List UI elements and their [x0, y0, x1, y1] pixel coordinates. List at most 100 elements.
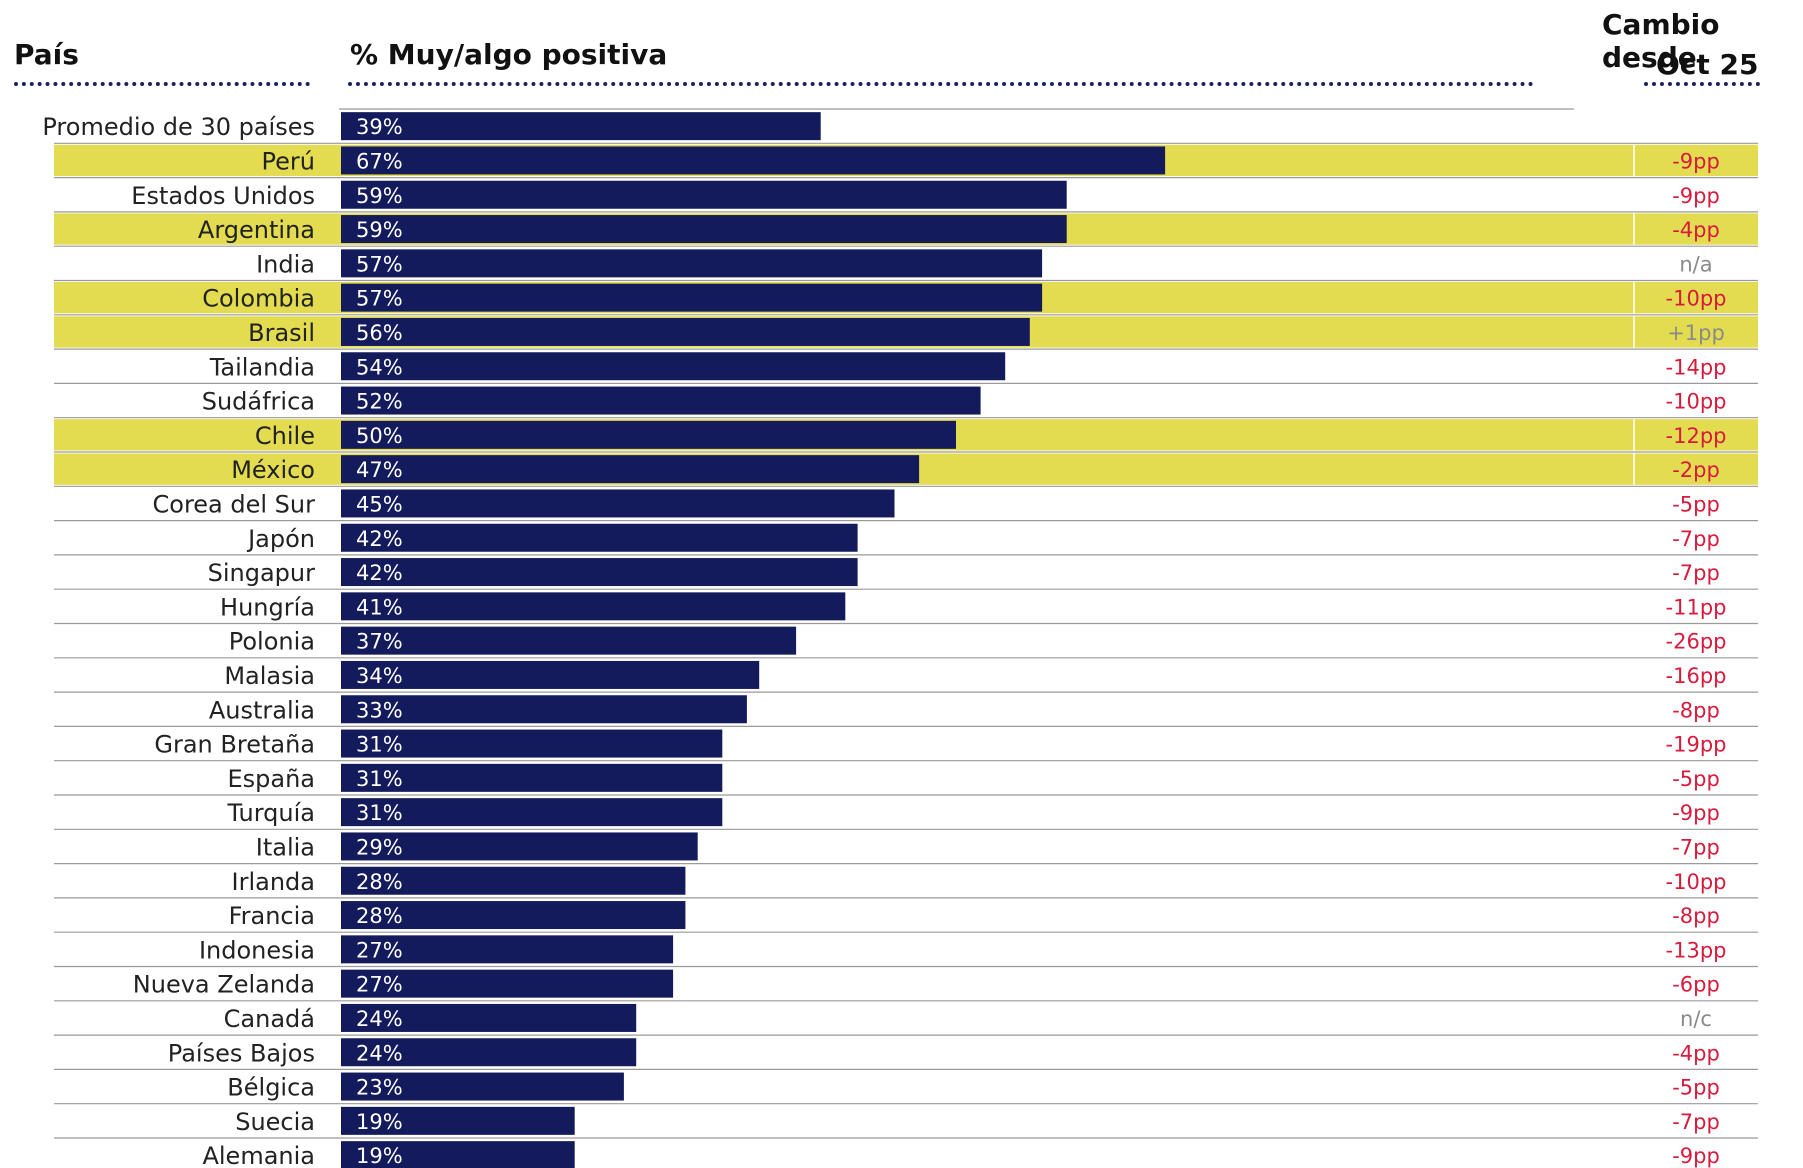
bar-value-label: 24% [356, 1007, 403, 1031]
bar [341, 1038, 637, 1067]
bar-value-label: 31% [356, 801, 403, 825]
bar-value-label: 39% [356, 115, 403, 139]
change-value: -7pp [1672, 835, 1720, 859]
value-column-header: % Muy/algo positiva [350, 38, 668, 71]
change-value: -10pp [1666, 870, 1727, 894]
bar [341, 317, 1030, 346]
bar [341, 283, 1043, 312]
bar-value-label: 34% [356, 664, 403, 688]
change-value: n/c [1680, 1007, 1712, 1031]
country-label: Argentina [198, 216, 315, 244]
bar [341, 1072, 624, 1101]
bar-value-label: 29% [356, 835, 403, 859]
bar-value-label: 23% [356, 1076, 403, 1100]
bar [341, 180, 1067, 209]
country-header-underline [14, 82, 310, 86]
bar-value-label: 52% [356, 390, 403, 414]
bar [341, 215, 1067, 244]
change-value: -16pp [1666, 664, 1727, 688]
bar-value-label: 33% [356, 698, 403, 722]
country-label: Brasil [248, 319, 315, 347]
change-value: -12pp [1666, 424, 1727, 448]
country-label: Estados Unidos [131, 182, 315, 210]
bar-value-label: 28% [356, 870, 403, 894]
bar-value-label: 57% [356, 287, 403, 311]
change-value: -9pp [1672, 149, 1720, 173]
country-label: Polonia [229, 628, 315, 656]
value-header-underline [348, 82, 1534, 86]
change-value: -11pp [1666, 595, 1727, 619]
bar-value-label: 31% [356, 733, 403, 757]
bar [341, 386, 981, 415]
country-label: Sudáfrica [202, 388, 315, 416]
bar [341, 420, 956, 449]
bar-value-label: 56% [356, 321, 403, 345]
bar [341, 352, 1006, 381]
country-label: Singapur [208, 559, 316, 587]
country-label: México [231, 456, 315, 484]
bar [341, 112, 821, 141]
bar-value-label: 59% [356, 218, 403, 242]
country-label: Hungría [220, 593, 315, 621]
country-label: Suecia [235, 1108, 315, 1136]
change-value: -8pp [1672, 698, 1720, 722]
bar [341, 832, 698, 861]
country-label: Canadá [224, 1005, 315, 1033]
change-value: -2pp [1672, 458, 1720, 482]
change-value: -19pp [1666, 733, 1727, 757]
bar-value-label: 37% [356, 630, 403, 654]
bar [341, 798, 723, 827]
country-label: Promedio de 30 países [42, 113, 315, 141]
bar [341, 523, 858, 552]
bar [341, 729, 723, 758]
bar [341, 489, 895, 518]
bar [341, 1003, 637, 1032]
change-value: -7pp [1672, 561, 1720, 585]
change-value: -13pp [1666, 938, 1727, 962]
change-value: -6pp [1672, 973, 1720, 997]
country-label: Países Bajos [168, 1039, 315, 1067]
change-value: -9pp [1672, 1144, 1720, 1168]
change-value: -9pp [1672, 801, 1720, 825]
change-value: -8pp [1672, 904, 1720, 928]
bar [341, 558, 858, 587]
country-label: Bélgica [227, 1074, 315, 1102]
change-value: n/a [1679, 252, 1712, 276]
change-value: -4pp [1672, 1041, 1720, 1065]
bar [341, 695, 747, 724]
country-label: Gran Bretaña [154, 731, 315, 759]
change-value: -14pp [1666, 355, 1727, 379]
country-label: Chile [255, 422, 315, 450]
country-label: Perú [262, 147, 315, 175]
country-label: Alemania [202, 1142, 315, 1168]
bar [341, 1141, 575, 1168]
bar [341, 626, 797, 655]
change-header-underline [1644, 82, 1760, 86]
bar-value-label: 41% [356, 595, 403, 619]
country-label: Nueva Zelanda [133, 971, 315, 999]
bar [341, 455, 920, 484]
bar-value-label: 47% [356, 458, 403, 482]
bar-value-label: 24% [356, 1041, 403, 1065]
bar [341, 249, 1043, 278]
country-label: España [227, 765, 315, 793]
change-value: -5pp [1672, 492, 1720, 516]
bar [341, 901, 686, 930]
country-label: Irlanda [232, 868, 315, 896]
change-column-header-line1: Cambio desde [1602, 8, 1720, 74]
change-value: -7pp [1672, 1110, 1720, 1134]
bar [341, 866, 686, 895]
change-value: -10pp [1666, 287, 1727, 311]
change-value: -9pp [1672, 184, 1720, 208]
bar-value-label: 42% [356, 561, 403, 585]
bar-value-label: 45% [356, 492, 403, 516]
change-value: -5pp [1672, 1076, 1720, 1100]
country-label: India [256, 250, 315, 278]
country-label: Australia [209, 696, 315, 724]
change-value: -5pp [1672, 767, 1720, 791]
bar [341, 969, 674, 998]
bar-value-label: 50% [356, 424, 403, 448]
change-column-header-line2: Oct 25 [1656, 48, 1759, 81]
bar-value-label: 31% [356, 767, 403, 791]
country-label: Malasia [224, 662, 315, 690]
